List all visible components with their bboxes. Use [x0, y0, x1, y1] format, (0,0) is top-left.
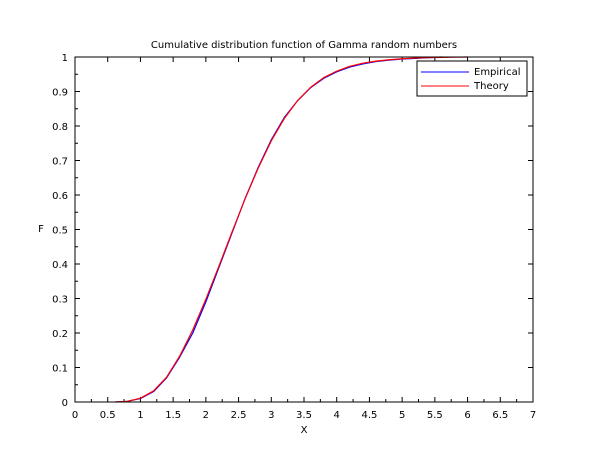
y-tick-label: 0.6: [52, 191, 68, 202]
x-tick-label: 6.5: [492, 410, 508, 421]
plot-frame: [74, 56, 534, 403]
x-tick-label: 4: [334, 410, 340, 421]
y-axis-label: F: [38, 224, 44, 235]
legend-label-empirical: Empirical: [474, 67, 520, 78]
x-axis-label: X: [301, 425, 308, 436]
y-tick-label: 0.2: [52, 329, 68, 340]
y-tick-label: 0.8: [52, 122, 68, 133]
x-tick-label: 0: [72, 410, 78, 421]
y-tick-label: 0.5: [52, 226, 68, 237]
y-tick-label: 0.4: [52, 260, 68, 271]
x-tick-label: 2: [203, 410, 209, 421]
series-line-theory: [115, 56, 468, 403]
legend-label-theory: Theory: [473, 81, 509, 92]
x-tick-label: 5: [399, 410, 405, 421]
y-tick-label: 0.3: [52, 295, 68, 306]
y-tick-label: 0: [62, 398, 68, 409]
y-tick-label: 0.1: [52, 364, 68, 375]
y-tick-label: 1: [62, 53, 68, 64]
x-tick-label: 6: [464, 410, 470, 421]
chart-title: Cumulative distribution function of Gamm…: [151, 40, 457, 51]
legend: Empirical Theory: [416, 60, 528, 97]
x-tick-label: 5.5: [427, 410, 443, 421]
y-tick-label: 0.9: [52, 88, 68, 99]
x-tick-label: 3: [268, 410, 274, 421]
x-tick-label: 7: [530, 410, 536, 421]
series-layer: [115, 56, 468, 403]
axes-layer: 0 0.5 1 1.5 2 2.5 3 3.5 4 4.5 5 5.5 6 6.5 7 0 0.1 0.2 0.3 0…: [52, 53, 536, 421]
y-tick-label: 0.7: [52, 157, 68, 168]
x-tick-label: 0.5: [100, 410, 116, 421]
x-tick-label: 2.5: [231, 410, 247, 421]
x-tick-label: 1.5: [165, 410, 181, 421]
x-tick-label: 1: [137, 410, 143, 421]
x-tick-label: 3.5: [296, 410, 312, 421]
legend-box: [416, 60, 528, 97]
x-tick-label: 4.5: [361, 410, 377, 421]
